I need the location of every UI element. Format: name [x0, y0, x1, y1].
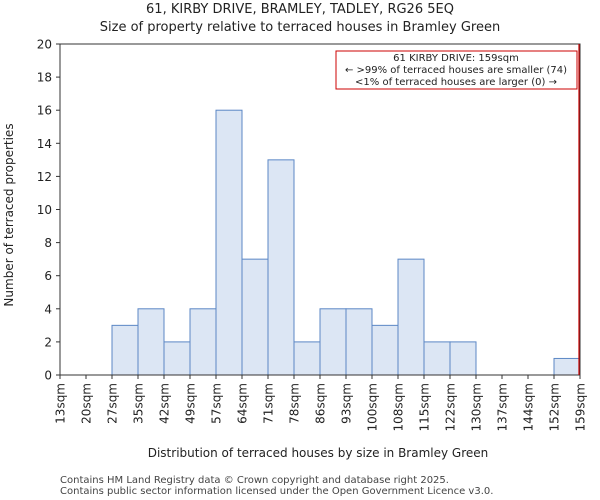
- histogram-bar: [267, 159, 295, 376]
- x-tick-label: 42sqm: [158, 383, 172, 424]
- x-tick-label: 100sqm: [366, 383, 380, 431]
- x-tick-label: 35sqm: [132, 383, 146, 424]
- histogram-bar: [215, 109, 243, 376]
- x-tick-label: 86sqm: [314, 383, 328, 424]
- x-tick-label: 13sqm: [54, 383, 68, 424]
- x-tick-label: 49sqm: [184, 383, 198, 424]
- x-tick-label: 71sqm: [262, 383, 276, 424]
- x-tick-label: 152sqm: [548, 383, 562, 431]
- histogram-bar: [319, 308, 347, 376]
- y-tick-label: 8: [44, 236, 52, 250]
- y-tick-label: 14: [37, 137, 52, 151]
- histogram-bar: [241, 258, 269, 376]
- histogram-bar: [397, 258, 425, 376]
- histogram-bar: [293, 341, 321, 376]
- x-tick-label: 78sqm: [288, 383, 302, 424]
- histogram-bar: [553, 357, 581, 376]
- histogram-bar: [111, 324, 139, 376]
- x-tick-label: 144sqm: [522, 383, 536, 431]
- annotation-line2: ← >99% of terraced houses are smaller (7…: [345, 65, 567, 76]
- annotation-box: 61 KIRBY DRIVE: 159sqm ← >99% of terrace…: [335, 50, 578, 90]
- footer-line2: Contains public sector information licen…: [60, 486, 493, 497]
- y-tick-label: 4: [44, 302, 52, 316]
- histogram-bar: [371, 324, 399, 376]
- annotation-line3: <1% of terraced houses are larger (0) →: [355, 77, 557, 88]
- chart-title-line2: Size of property relative to terraced ho…: [100, 20, 500, 35]
- histogram-bar: [137, 308, 165, 376]
- y-tick-label: 12: [37, 170, 52, 184]
- x-axis-title: Distribution of terraced houses by size …: [148, 446, 489, 460]
- chart-title-line1: 61, KIRBY DRIVE, BRAMLEY, TADLEY, RG26 5…: [146, 2, 454, 17]
- histogram-bar: [423, 341, 451, 376]
- x-tick-label: 93sqm: [340, 383, 354, 424]
- y-tick-label: 6: [44, 269, 52, 283]
- y-tick-label: 2: [44, 335, 52, 349]
- y-tick-label: 18: [37, 71, 52, 85]
- x-tick-label: 159sqm: [574, 383, 588, 431]
- x-tick-label: 130sqm: [470, 383, 484, 431]
- histogram-bar: [449, 341, 477, 376]
- y-tick-label: 16: [37, 104, 52, 118]
- x-tick-label: 122sqm: [444, 383, 458, 431]
- histogram-bar: [345, 308, 373, 376]
- annotation-line1: 61 KIRBY DRIVE: 159sqm: [393, 53, 519, 64]
- y-axis-title: Number of terraced properties: [2, 123, 16, 306]
- y-tick-label: 10: [37, 203, 52, 217]
- plot-area-frame: [59, 43, 581, 376]
- x-tick-label: 115sqm: [418, 383, 432, 431]
- x-tick-label: 137sqm: [496, 383, 510, 431]
- histogram-bar: [163, 341, 191, 376]
- x-tick-label: 20sqm: [80, 383, 94, 424]
- footer-line1: Contains HM Land Registry data © Crown c…: [60, 475, 449, 486]
- x-tick-label: 27sqm: [106, 383, 120, 424]
- x-tick-label: 108sqm: [392, 383, 406, 431]
- x-tick-label: 64sqm: [236, 383, 250, 424]
- y-tick-label: 0: [44, 369, 52, 383]
- y-tick-label: 20: [37, 38, 52, 52]
- x-tick-label: 57sqm: [210, 383, 224, 424]
- histogram-bar: [189, 308, 217, 376]
